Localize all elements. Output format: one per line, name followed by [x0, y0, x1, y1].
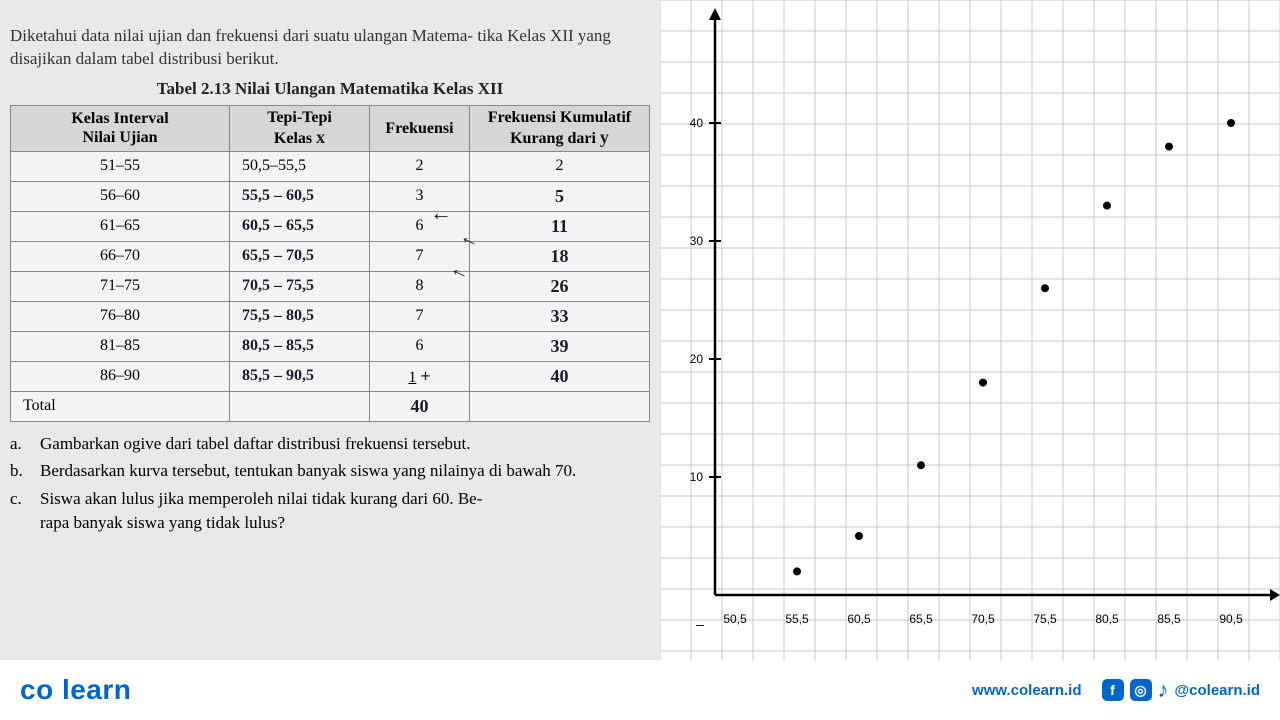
instagram-icon[interactable]: ◎: [1130, 679, 1152, 701]
hw-arrow-icon: ←: [430, 200, 452, 226]
tiktok-icon[interactable]: ♪: [1158, 677, 1169, 703]
th-frekuensi: Frekuensi: [370, 105, 470, 151]
svg-text:20: 20: [690, 352, 704, 366]
textbook-panel: Diketahui data nilai ujian dan frekuensi…: [0, 0, 660, 660]
question-c: c. Siswa akan lulus jika memperoleh nila…: [10, 487, 650, 535]
svg-text:55,5: 55,5: [785, 612, 809, 626]
distribution-table: Kelas Interval Nilai Ujian Tepi-Tepi Kel…: [10, 105, 650, 422]
table-row: 66–7065,5 – 70,5718: [11, 241, 650, 271]
svg-text:80,5: 80,5: [1095, 612, 1119, 626]
intro-text: Diketahui data nilai ujian dan frekuensi…: [10, 25, 650, 71]
table-row: 71–7570,5 – 75,5826: [11, 271, 650, 301]
questions: a. Gambarkan ogive dari tabel daftar dis…: [10, 432, 650, 535]
question-b: b. Berdasarkan kurva tersebut, tentukan …: [10, 459, 650, 483]
svg-text:60,5: 60,5: [847, 612, 871, 626]
table-title: Tabel 2.13 Nilai Ulangan Matematika Kela…: [10, 79, 650, 99]
svg-text:75,5: 75,5: [1033, 612, 1057, 626]
question-a: a. Gambarkan ogive dari tabel daftar dis…: [10, 432, 650, 456]
colearn-logo: co learn: [20, 674, 131, 706]
svg-text:_: _: [695, 610, 704, 626]
svg-text:85,5: 85,5: [1157, 612, 1181, 626]
ogive-chart: 10 20 30 40 50,5 55,5 60,5 65,5 70,5 75,5 80,5 85,5…: [660, 0, 1280, 660]
th-cumulative: Frekuensi Kumulatif Kurang dari y: [470, 105, 650, 151]
svg-text:50,5: 50,5: [723, 612, 747, 626]
th-tepi: Tepi-Tepi Kelas x: [230, 105, 370, 151]
social-icons: f ◎ ♪ @colearn.id: [1102, 677, 1260, 703]
table-row: 76–8075,5 – 80,5733: [11, 301, 650, 331]
table-row: 61–6560,5 – 65,5611: [11, 211, 650, 241]
facebook-icon[interactable]: f: [1102, 679, 1124, 701]
social-handle[interactable]: @colearn.id: [1175, 682, 1260, 699]
svg-text:70,5: 70,5: [971, 612, 995, 626]
footer-url[interactable]: www.colearn.id: [972, 682, 1081, 699]
th-interval: Kelas Interval Nilai Ujian: [11, 105, 230, 151]
chart-panel: 10 20 30 40 50,5 55,5 60,5 65,5 70,5 75,5 80,5 85,5…: [660, 0, 1280, 660]
table-row: 51–5550,5–55,522: [11, 151, 650, 181]
footer: co learn www.colearn.id f ◎ ♪ @colearn.i…: [0, 660, 1280, 720]
table-row: 81–8580,5 – 85,5639: [11, 331, 650, 361]
svg-text:65,5: 65,5: [909, 612, 933, 626]
svg-text:90,5: 90,5: [1219, 612, 1243, 626]
total-row: Total40: [11, 391, 650, 421]
svg-text:10: 10: [690, 470, 704, 484]
svg-text:30: 30: [690, 234, 704, 248]
table-row: 86–9085,5 – 90,51 +40: [11, 361, 650, 391]
table-row: 56–6055,5 – 60,535: [11, 181, 650, 211]
svg-text:40: 40: [690, 116, 704, 130]
